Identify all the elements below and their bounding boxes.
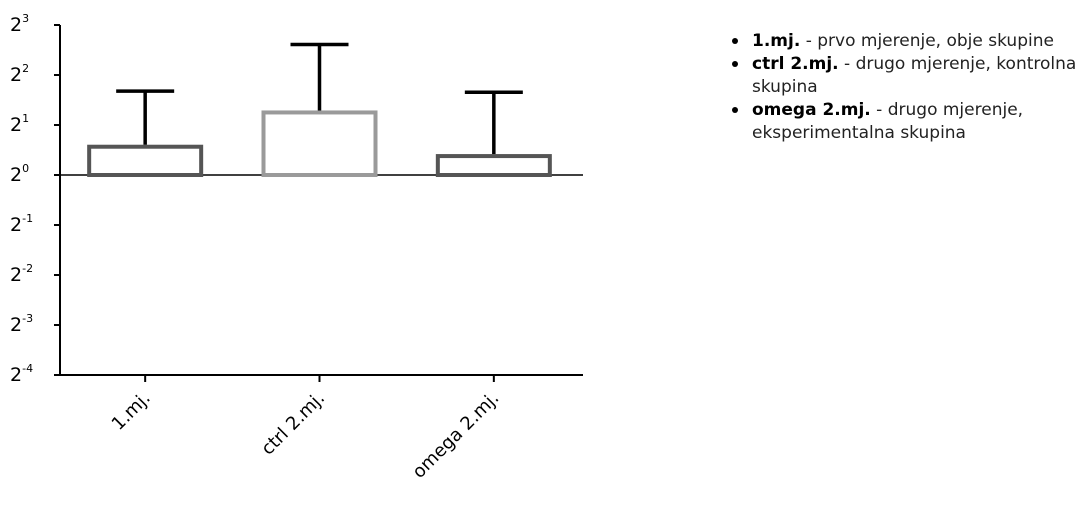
- legend-item-1mj: 1.mj. - prvo mjerenje, obje skupine: [728, 30, 1088, 53]
- legend-item-1mj-text: - prvo mjerenje, obje skupine: [800, 31, 1054, 51]
- y-tick-label-2: 21: [10, 112, 29, 136]
- legend-item-1mj-key: 1.mj.: [752, 31, 801, 51]
- y-tick-label-7: 2-4: [10, 362, 33, 386]
- y-tick-label-5: 2-2: [10, 262, 33, 286]
- bar-chart: 23 22 21 20 2-1 2-2 2-3 2-4 1.mj. ctrl 2.mj. omega…: [10, 12, 583, 483]
- y-tick-label-3: 20: [10, 162, 29, 186]
- legend-item-ctrl: ctrl 2.mj. - drugo mjerenje, kontrolna s…: [728, 53, 1088, 99]
- x-tick-label-2: omega 2.mj.: [408, 388, 503, 483]
- legend-item-omega-key: omega 2.mj.: [752, 100, 871, 120]
- legend-item-ctrl-text: - drugo mjerenje, kontrolna skupina: [752, 54, 1077, 97]
- legend-item-omega-text: - drugo mjerenje, eksperimentalna skupin…: [752, 100, 1024, 143]
- bar-2: [435, 154, 552, 177]
- bar-1: [261, 110, 378, 177]
- legend-item-ctrl-key: ctrl 2.mj.: [752, 54, 839, 74]
- legend: 1.mj. - prvo mjerenje, obje skupine ctrl…: [728, 30, 1088, 145]
- bar-0: [87, 144, 204, 177]
- y-tick-label-6: 2-3: [10, 312, 33, 336]
- y-tick-label-1: 22: [10, 62, 29, 86]
- x-tick-label-0: 1.mj.: [108, 388, 155, 435]
- x-tick-label-1: ctrl 2.mj.: [257, 388, 329, 460]
- y-tick-label-0: 23: [10, 12, 29, 36]
- y-tick-label-4: 2-1: [10, 212, 33, 236]
- legend-item-omega: omega 2.mj. - drugo mjerenje, eksperimen…: [728, 99, 1088, 145]
